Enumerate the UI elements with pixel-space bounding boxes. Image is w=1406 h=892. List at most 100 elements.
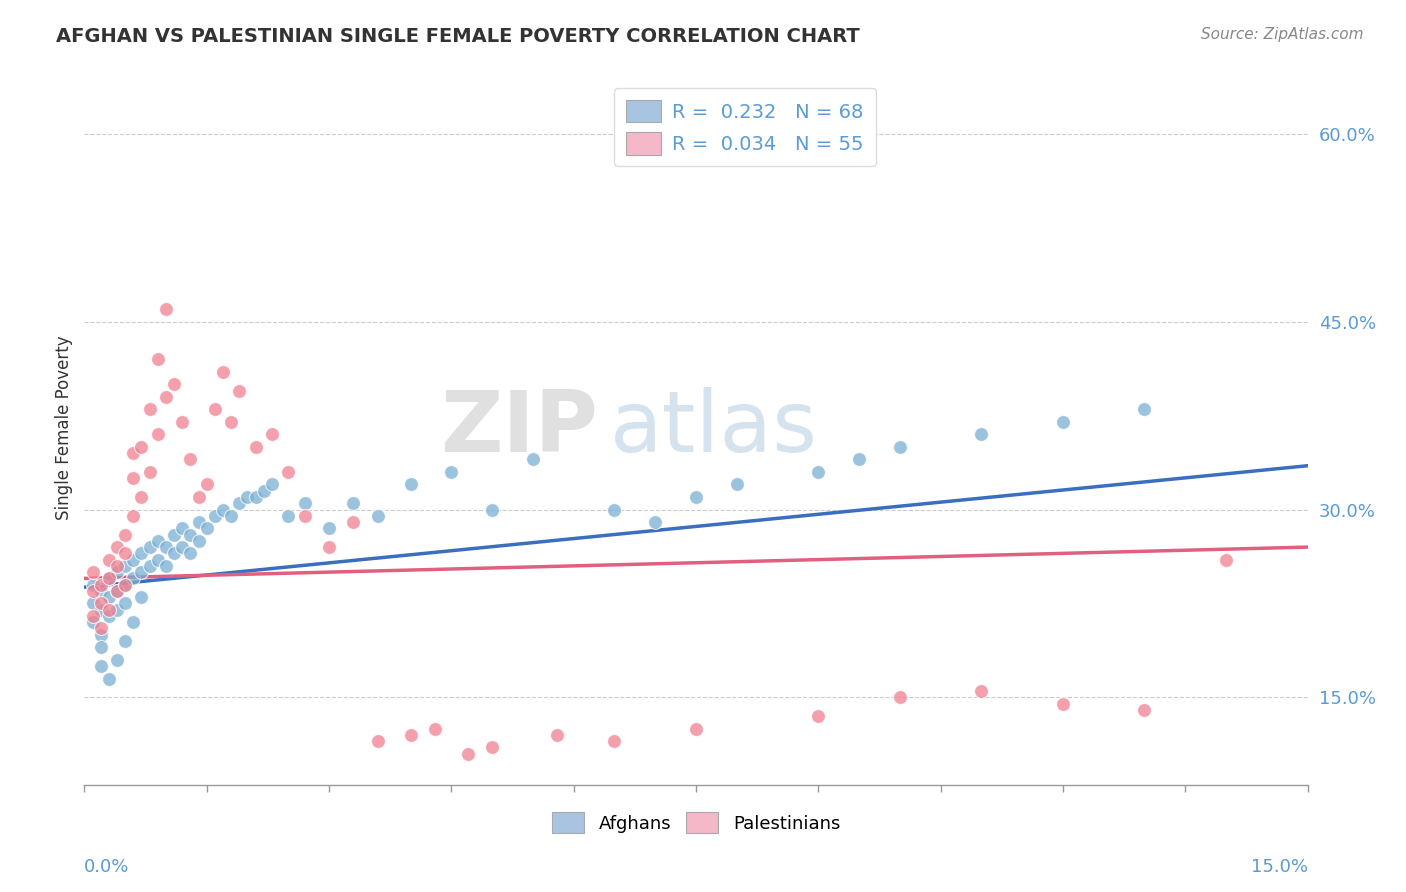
Point — [105, 583, 128, 598]
Point — [90, 603, 112, 617]
Point — [163, 546, 186, 560]
Point — [342, 515, 364, 529]
Point — [228, 496, 250, 510]
Point — [90, 640, 112, 655]
Point — [146, 352, 169, 367]
Point — [122, 615, 145, 630]
Point — [122, 508, 145, 523]
Point — [195, 477, 218, 491]
Point — [138, 402, 160, 417]
Point — [342, 496, 364, 510]
Point — [807, 465, 830, 479]
Point — [260, 477, 283, 491]
Point — [294, 496, 316, 510]
Point — [212, 502, 235, 516]
Point — [122, 552, 145, 566]
Point — [204, 402, 226, 417]
Point — [155, 540, 177, 554]
Point — [179, 527, 201, 541]
Point — [187, 490, 209, 504]
Point — [245, 490, 267, 504]
Point — [114, 577, 136, 591]
Point — [155, 558, 177, 573]
Point — [90, 577, 112, 591]
Text: AFGHAN VS PALESTINIAN SINGLE FEMALE POVERTY CORRELATION CHART: AFGHAN VS PALESTINIAN SINGLE FEMALE POVE… — [56, 27, 860, 45]
Point — [146, 552, 169, 566]
Point — [245, 440, 267, 454]
Point — [122, 446, 145, 460]
Point — [644, 515, 666, 529]
Y-axis label: Single Female Poverty: Single Female Poverty — [55, 336, 73, 520]
Point — [97, 571, 120, 585]
Legend: Afghans, Palestinians: Afghans, Palestinians — [544, 805, 848, 840]
Point — [294, 508, 316, 523]
Point — [1215, 552, 1237, 566]
Point — [685, 490, 707, 504]
Point — [970, 427, 993, 442]
Point — [114, 634, 136, 648]
Point — [82, 596, 104, 610]
Point — [1052, 697, 1074, 711]
Point — [172, 540, 194, 554]
Point — [187, 533, 209, 548]
Text: atlas: atlas — [610, 386, 818, 470]
Point — [219, 508, 242, 523]
Point — [146, 427, 169, 442]
Point — [481, 502, 503, 516]
Point — [725, 477, 748, 491]
Point — [131, 565, 153, 579]
Text: 0.0%: 0.0% — [84, 857, 129, 876]
Text: Source: ZipAtlas.com: Source: ZipAtlas.com — [1201, 27, 1364, 42]
Point — [114, 546, 136, 560]
Point — [122, 471, 145, 485]
Point — [277, 508, 299, 523]
Point — [97, 590, 120, 604]
Point — [848, 452, 870, 467]
Point — [114, 577, 136, 591]
Point — [82, 583, 104, 598]
Point — [97, 571, 120, 585]
Point — [105, 540, 128, 554]
Point — [1052, 415, 1074, 429]
Point — [97, 672, 120, 686]
Point — [195, 521, 218, 535]
Point — [146, 533, 169, 548]
Point — [399, 728, 422, 742]
Point — [440, 465, 463, 479]
Point — [1133, 703, 1156, 717]
Point — [219, 415, 242, 429]
Point — [807, 709, 830, 723]
Point — [260, 427, 283, 442]
Point — [481, 740, 503, 755]
Point — [546, 728, 568, 742]
Point — [90, 622, 112, 636]
Point — [163, 527, 186, 541]
Point — [138, 558, 160, 573]
Point — [163, 377, 186, 392]
Point — [131, 490, 153, 504]
Point — [318, 540, 340, 554]
Point — [457, 747, 479, 761]
Point — [367, 508, 389, 523]
Point — [889, 690, 911, 705]
Point — [155, 390, 177, 404]
Point — [90, 628, 112, 642]
Point — [131, 590, 153, 604]
Point — [105, 653, 128, 667]
Point — [90, 659, 112, 673]
Point — [155, 302, 177, 317]
Point — [423, 722, 446, 736]
Point — [138, 540, 160, 554]
Point — [179, 452, 201, 467]
Point — [228, 384, 250, 398]
Point — [97, 609, 120, 624]
Point — [105, 603, 128, 617]
Point — [114, 596, 136, 610]
Point — [90, 596, 112, 610]
Point — [970, 684, 993, 698]
Point — [97, 603, 120, 617]
Point — [685, 722, 707, 736]
Point — [82, 565, 104, 579]
Point — [82, 615, 104, 630]
Point — [172, 415, 194, 429]
